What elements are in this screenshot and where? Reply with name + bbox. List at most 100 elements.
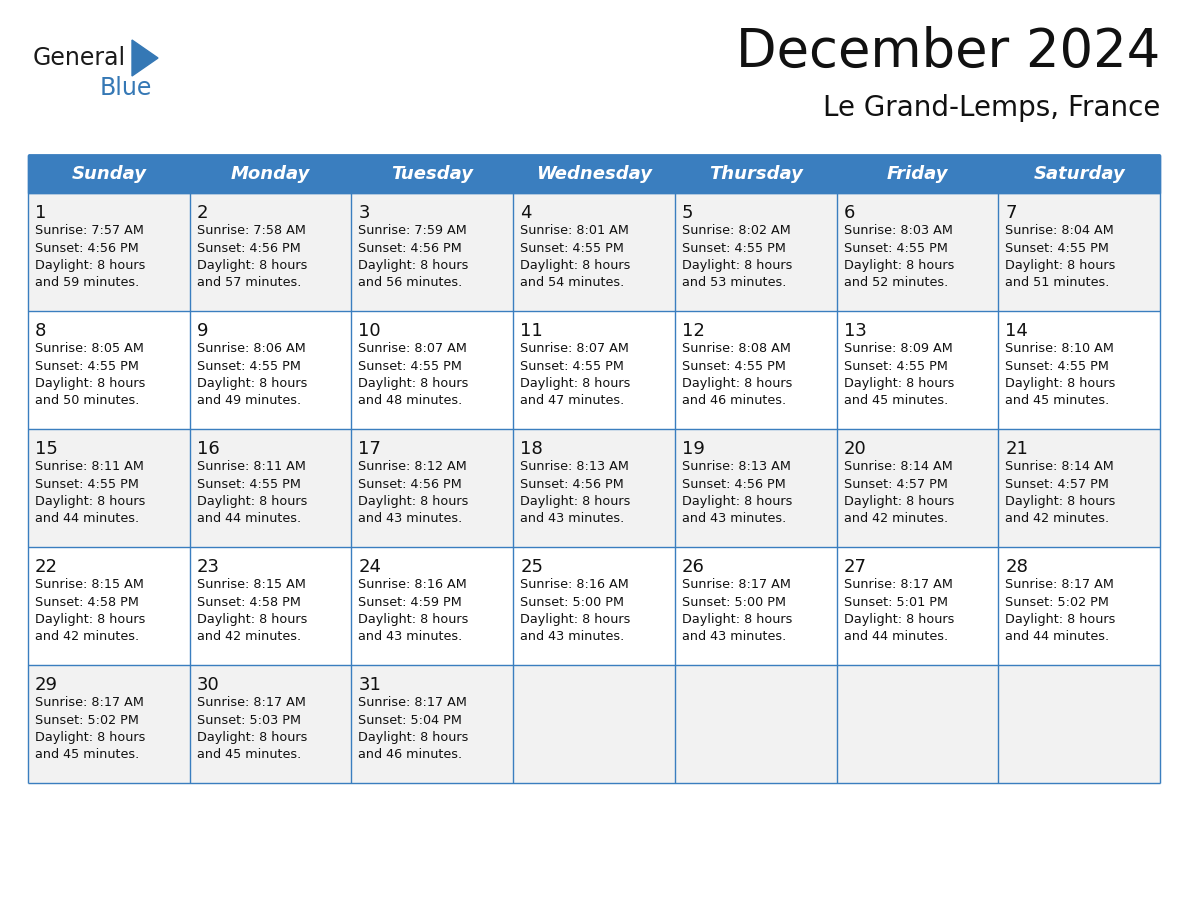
Text: 28: 28 xyxy=(1005,558,1028,576)
Text: and 45 minutes.: and 45 minutes. xyxy=(843,394,948,407)
Text: 29: 29 xyxy=(34,676,58,694)
Text: Sunrise: 8:04 AM: Sunrise: 8:04 AM xyxy=(1005,225,1114,238)
Text: Le Grand-Lemps, France: Le Grand-Lemps, France xyxy=(822,94,1159,122)
Text: Daylight: 8 hours: Daylight: 8 hours xyxy=(34,376,145,389)
Text: Daylight: 8 hours: Daylight: 8 hours xyxy=(34,495,145,508)
Text: and 44 minutes.: and 44 minutes. xyxy=(843,630,948,643)
Bar xyxy=(29,429,1159,547)
Text: Blue: Blue xyxy=(100,76,152,100)
Text: Sunrise: 8:15 AM: Sunrise: 8:15 AM xyxy=(197,578,305,591)
Text: Sunset: 4:58 PM: Sunset: 4:58 PM xyxy=(34,596,139,609)
Text: and 59 minutes.: and 59 minutes. xyxy=(34,275,139,288)
Text: 7: 7 xyxy=(1005,204,1017,222)
Text: Sunset: 4:59 PM: Sunset: 4:59 PM xyxy=(359,596,462,609)
Text: and 50 minutes.: and 50 minutes. xyxy=(34,394,139,407)
Text: Sunset: 4:56 PM: Sunset: 4:56 PM xyxy=(197,241,301,254)
Text: Sunrise: 8:11 AM: Sunrise: 8:11 AM xyxy=(197,461,305,474)
Text: and 43 minutes.: and 43 minutes. xyxy=(682,630,786,643)
Text: Sunset: 4:55 PM: Sunset: 4:55 PM xyxy=(682,241,785,254)
Text: Daylight: 8 hours: Daylight: 8 hours xyxy=(1005,259,1116,272)
Text: Sunset: 5:03 PM: Sunset: 5:03 PM xyxy=(197,713,301,726)
Text: Sunrise: 8:08 AM: Sunrise: 8:08 AM xyxy=(682,342,791,355)
Text: and 45 minutes.: and 45 minutes. xyxy=(1005,394,1110,407)
Text: 1: 1 xyxy=(34,204,46,222)
Text: and 43 minutes.: and 43 minutes. xyxy=(520,630,625,643)
Text: 12: 12 xyxy=(682,322,704,340)
Text: Sunrise: 8:17 AM: Sunrise: 8:17 AM xyxy=(197,697,305,710)
Text: Sunset: 4:55 PM: Sunset: 4:55 PM xyxy=(843,241,948,254)
Text: Sunrise: 8:09 AM: Sunrise: 8:09 AM xyxy=(843,342,953,355)
Text: Daylight: 8 hours: Daylight: 8 hours xyxy=(682,612,792,625)
Text: Daylight: 8 hours: Daylight: 8 hours xyxy=(197,376,307,389)
Text: Friday: Friday xyxy=(886,165,948,183)
Text: Sunrise: 8:17 AM: Sunrise: 8:17 AM xyxy=(1005,578,1114,591)
Text: Thursday: Thursday xyxy=(709,165,803,183)
Text: Sunrise: 8:14 AM: Sunrise: 8:14 AM xyxy=(1005,461,1114,474)
Text: Sunset: 4:58 PM: Sunset: 4:58 PM xyxy=(197,596,301,609)
Text: Sunset: 4:56 PM: Sunset: 4:56 PM xyxy=(359,241,462,254)
Text: Sunrise: 8:16 AM: Sunrise: 8:16 AM xyxy=(359,578,467,591)
Text: Daylight: 8 hours: Daylight: 8 hours xyxy=(682,259,792,272)
Text: Daylight: 8 hours: Daylight: 8 hours xyxy=(359,376,469,389)
Text: Daylight: 8 hours: Daylight: 8 hours xyxy=(359,731,469,744)
Text: and 48 minutes.: and 48 minutes. xyxy=(359,394,462,407)
Text: 26: 26 xyxy=(682,558,704,576)
Text: Daylight: 8 hours: Daylight: 8 hours xyxy=(34,731,145,744)
Text: Tuesday: Tuesday xyxy=(391,165,473,183)
Text: 8: 8 xyxy=(34,322,46,340)
Text: 24: 24 xyxy=(359,558,381,576)
Text: and 57 minutes.: and 57 minutes. xyxy=(197,275,301,288)
Text: Sunset: 4:55 PM: Sunset: 4:55 PM xyxy=(1005,360,1110,373)
Text: Sunset: 4:57 PM: Sunset: 4:57 PM xyxy=(843,477,948,490)
Text: Daylight: 8 hours: Daylight: 8 hours xyxy=(359,495,469,508)
Text: Sunset: 5:04 PM: Sunset: 5:04 PM xyxy=(359,713,462,726)
Text: and 42 minutes.: and 42 minutes. xyxy=(843,511,948,524)
Text: Daylight: 8 hours: Daylight: 8 hours xyxy=(1005,495,1116,508)
Text: Daylight: 8 hours: Daylight: 8 hours xyxy=(682,495,792,508)
Text: Daylight: 8 hours: Daylight: 8 hours xyxy=(197,731,307,744)
Bar xyxy=(29,193,1159,311)
Text: Sunrise: 8:17 AM: Sunrise: 8:17 AM xyxy=(682,578,791,591)
Text: Sunset: 4:55 PM: Sunset: 4:55 PM xyxy=(197,477,301,490)
Text: and 53 minutes.: and 53 minutes. xyxy=(682,275,786,288)
Text: Sunset: 5:02 PM: Sunset: 5:02 PM xyxy=(1005,596,1110,609)
Text: Sunrise: 8:02 AM: Sunrise: 8:02 AM xyxy=(682,225,790,238)
Text: Daylight: 8 hours: Daylight: 8 hours xyxy=(520,495,631,508)
Text: Sunset: 4:55 PM: Sunset: 4:55 PM xyxy=(34,360,139,373)
Text: Sunset: 4:55 PM: Sunset: 4:55 PM xyxy=(197,360,301,373)
Text: and 43 minutes.: and 43 minutes. xyxy=(520,511,625,524)
Text: and 51 minutes.: and 51 minutes. xyxy=(1005,275,1110,288)
Bar xyxy=(29,155,1159,193)
Text: Sunrise: 7:59 AM: Sunrise: 7:59 AM xyxy=(359,225,467,238)
Text: Saturday: Saturday xyxy=(1034,165,1125,183)
Text: 20: 20 xyxy=(843,440,866,458)
Text: Daylight: 8 hours: Daylight: 8 hours xyxy=(197,495,307,508)
Text: Daylight: 8 hours: Daylight: 8 hours xyxy=(520,259,631,272)
Text: Sunrise: 8:01 AM: Sunrise: 8:01 AM xyxy=(520,225,628,238)
Text: and 54 minutes.: and 54 minutes. xyxy=(520,275,625,288)
Text: 30: 30 xyxy=(197,676,220,694)
Text: and 45 minutes.: and 45 minutes. xyxy=(34,747,139,760)
Text: Daylight: 8 hours: Daylight: 8 hours xyxy=(359,612,469,625)
Text: Daylight: 8 hours: Daylight: 8 hours xyxy=(843,495,954,508)
Text: Sunset: 4:57 PM: Sunset: 4:57 PM xyxy=(1005,477,1110,490)
Text: December 2024: December 2024 xyxy=(735,26,1159,78)
Text: Sunset: 4:55 PM: Sunset: 4:55 PM xyxy=(1005,241,1110,254)
Text: Sunrise: 8:07 AM: Sunrise: 8:07 AM xyxy=(520,342,628,355)
Text: Sunrise: 7:57 AM: Sunrise: 7:57 AM xyxy=(34,225,144,238)
Text: Sunrise: 8:12 AM: Sunrise: 8:12 AM xyxy=(359,461,467,474)
Text: 13: 13 xyxy=(843,322,866,340)
Text: Sunset: 4:56 PM: Sunset: 4:56 PM xyxy=(359,477,462,490)
Text: and 49 minutes.: and 49 minutes. xyxy=(197,394,301,407)
Text: 6: 6 xyxy=(843,204,855,222)
Text: 18: 18 xyxy=(520,440,543,458)
Text: and 47 minutes.: and 47 minutes. xyxy=(520,394,625,407)
Text: Sunrise: 8:10 AM: Sunrise: 8:10 AM xyxy=(1005,342,1114,355)
Polygon shape xyxy=(132,40,158,76)
Text: Sunrise: 7:58 AM: Sunrise: 7:58 AM xyxy=(197,225,305,238)
Text: Sunrise: 8:05 AM: Sunrise: 8:05 AM xyxy=(34,342,144,355)
Text: Sunrise: 8:13 AM: Sunrise: 8:13 AM xyxy=(682,461,791,474)
Text: Sunset: 4:55 PM: Sunset: 4:55 PM xyxy=(520,360,624,373)
Text: and 45 minutes.: and 45 minutes. xyxy=(197,747,301,760)
Text: Sunset: 4:56 PM: Sunset: 4:56 PM xyxy=(520,477,624,490)
